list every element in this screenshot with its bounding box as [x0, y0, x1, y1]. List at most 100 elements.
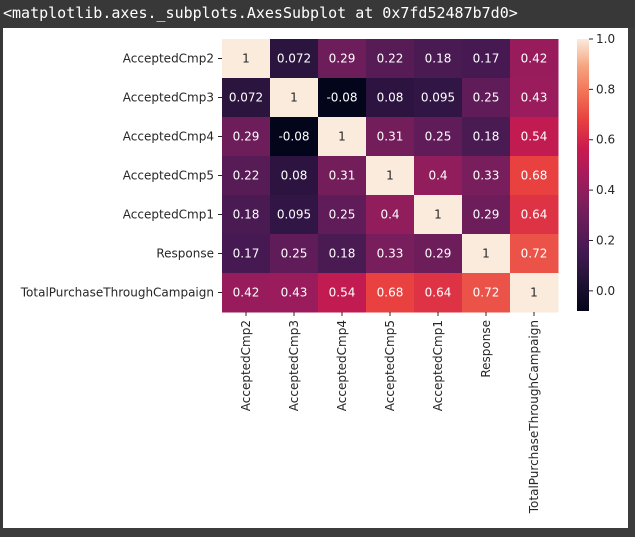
cell-value-label: 0.29 — [329, 52, 356, 66]
heatmap-cell — [366, 117, 415, 157]
heatmap-cell — [270, 39, 319, 79]
heatmap-cell — [510, 195, 559, 235]
heatmap-cell — [318, 78, 367, 118]
heatmap-cell — [462, 78, 511, 118]
cell-value-label: 0.54 — [521, 130, 548, 144]
x-tick-label: AcceptedCmp2 — [239, 320, 253, 411]
y-tick-label: AcceptedCmp5 — [123, 169, 214, 183]
colorbar-tick-label: 0.0 — [596, 284, 615, 298]
cell-value-label: 0.29 — [425, 247, 452, 261]
heatmap-cell — [318, 117, 367, 157]
cell-value-label: 0.33 — [473, 169, 500, 183]
cell-value-label: 0.33 — [377, 247, 404, 261]
heatmap-cell — [318, 273, 367, 313]
colorbar-tick-label: 1.0 — [596, 32, 615, 46]
cell-value-label: 0.095 — [277, 208, 311, 222]
colorbar-tick-label: 0.6 — [596, 133, 615, 147]
heatmap-cell — [222, 39, 271, 79]
heatmap-cell — [462, 273, 511, 313]
cell-value-label: 0.31 — [329, 169, 356, 183]
cell-value-label: 0.42 — [521, 52, 548, 66]
heatmap-cell — [462, 156, 511, 196]
cell-value-label: 0.08 — [281, 169, 308, 183]
y-tick-label: AcceptedCmp2 — [123, 52, 214, 66]
cell-value-label: 0.43 — [521, 91, 548, 105]
cell-value-label: -0.08 — [326, 91, 357, 105]
cell-value-label: 0.4 — [380, 208, 399, 222]
heatmap-cell — [414, 117, 463, 157]
heatmap-cell — [510, 117, 559, 157]
cell-value-label: 0.18 — [233, 208, 260, 222]
cell-value-label: 0.22 — [233, 169, 260, 183]
cell-value-label: 1 — [386, 169, 394, 183]
heatmap-cell — [414, 78, 463, 118]
cell-value-label: 1 — [482, 247, 490, 261]
cell-value-label: 0.68 — [521, 169, 548, 183]
heatmap-cell — [270, 78, 319, 118]
heatmap-cell — [318, 195, 367, 235]
y-tick-label: Response — [156, 247, 214, 261]
bottom-strip — [0, 528, 635, 537]
cell-value-label: 0.25 — [473, 91, 500, 105]
cell-value-label: 0.43 — [281, 286, 308, 300]
heatmap-cell — [414, 156, 463, 196]
x-tick-label: AcceptedCmp4 — [335, 320, 349, 411]
heatmap-cell — [462, 117, 511, 157]
cell-value-label: 0.42 — [233, 286, 260, 300]
y-tick-label: AcceptedCmp3 — [123, 91, 214, 105]
cell-value-label: 0.72 — [521, 247, 548, 261]
heatmap-cell — [510, 39, 559, 79]
cell-value-label: 0.25 — [329, 208, 356, 222]
colorbar-tick-label: 0.8 — [596, 82, 615, 96]
heatmap-cell — [414, 234, 463, 274]
heatmap-cell — [462, 39, 511, 79]
x-tick-label: TotalPurchaseThroughCampaign — [527, 320, 541, 514]
cell-value-label: 1 — [242, 52, 250, 66]
colorbar-tick-label: 0.4 — [596, 183, 615, 197]
cell-value-label: 0.18 — [329, 247, 356, 261]
heatmap-cell — [222, 156, 271, 196]
heatmap-cell — [222, 234, 271, 274]
heatmap-cell — [366, 195, 415, 235]
cell-value-label: 1 — [530, 286, 538, 300]
cell-value-label: 0.22 — [377, 52, 404, 66]
heatmap-cell — [318, 39, 367, 79]
x-tick-label: AcceptedCmp5 — [383, 320, 397, 411]
cell-value-label: 0.31 — [377, 130, 404, 144]
heatmap-cell — [270, 117, 319, 157]
heatmap-cell — [462, 234, 511, 274]
heatmap-cell — [222, 195, 271, 235]
output-repr-text: <matplotlib.axes._subplots.AxesSubplot a… — [3, 4, 518, 22]
heatmap-cell — [270, 195, 319, 235]
heatmap-cell — [462, 195, 511, 235]
cell-value-label: 1 — [338, 130, 346, 144]
cell-value-label: 0.29 — [233, 130, 260, 144]
cell-value-label: 0.68 — [377, 286, 404, 300]
y-tick-label: AcceptedCmp4 — [123, 130, 214, 144]
x-tick-label: AcceptedCmp1 — [431, 320, 445, 411]
heatmap-cell — [510, 273, 559, 313]
heatmap-cell — [222, 273, 271, 313]
heatmap-cell — [366, 39, 415, 79]
cell-value-label: 0.17 — [233, 247, 260, 261]
cell-value-label: 0.18 — [425, 52, 452, 66]
heatmap-cell — [270, 273, 319, 313]
output-header: <matplotlib.axes._subplots.AxesSubplot a… — [0, 0, 635, 28]
cell-value-label: 0.64 — [425, 286, 452, 300]
cell-value-label: 0.4 — [428, 169, 447, 183]
cell-value-label: 0.54 — [329, 286, 356, 300]
cell-value-label: 1 — [290, 91, 298, 105]
heatmap-cell — [510, 234, 559, 274]
colorbar — [577, 39, 589, 311]
cell-value-label: 0.08 — [377, 91, 404, 105]
cell-value-label: 1 — [434, 208, 442, 222]
heatmap-cell — [366, 234, 415, 274]
y-tick-label: AcceptedCmp1 — [123, 208, 214, 222]
heatmap-cell — [510, 78, 559, 118]
heatmap-cell — [414, 273, 463, 313]
heatmap-cell — [414, 195, 463, 235]
y-tick-label: TotalPurchaseThroughCampaign — [20, 286, 214, 300]
heatmap-cell — [222, 78, 271, 118]
heatmap-cell — [366, 156, 415, 196]
